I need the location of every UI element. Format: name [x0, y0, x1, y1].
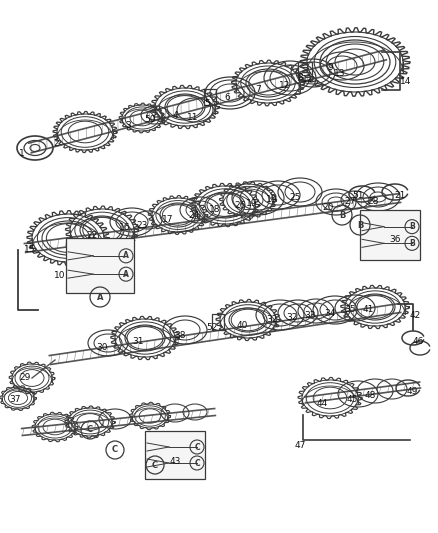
- Text: 1: 1: [19, 149, 25, 157]
- Text: 17: 17: [162, 215, 174, 224]
- Text: 52: 52: [206, 324, 218, 333]
- Text: 43: 43: [170, 457, 181, 466]
- Text: A: A: [123, 270, 129, 279]
- Text: C: C: [194, 458, 200, 467]
- Text: A: A: [123, 252, 129, 260]
- Text: 12: 12: [302, 76, 314, 85]
- Text: 47: 47: [294, 440, 306, 449]
- Text: 34: 34: [324, 309, 336, 318]
- Text: 11: 11: [187, 114, 199, 123]
- Text: 28: 28: [367, 198, 379, 206]
- Text: 35: 35: [344, 305, 356, 314]
- Text: 10: 10: [54, 271, 66, 279]
- Text: B: B: [409, 222, 415, 231]
- Bar: [204, 89, 216, 105]
- Text: 51: 51: [352, 191, 364, 200]
- Text: 2: 2: [53, 139, 59, 148]
- Bar: [212, 314, 224, 330]
- Text: B: B: [339, 211, 345, 220]
- Text: 50: 50: [144, 116, 156, 125]
- Text: 9: 9: [327, 63, 333, 72]
- Text: C: C: [87, 425, 93, 434]
- Text: 49: 49: [406, 387, 418, 397]
- Text: 44: 44: [316, 399, 328, 408]
- Text: C: C: [152, 461, 158, 470]
- Text: 19: 19: [246, 199, 258, 208]
- Text: 46: 46: [412, 337, 424, 346]
- Text: 31: 31: [132, 337, 144, 346]
- Text: 41: 41: [362, 305, 374, 314]
- Text: 48: 48: [364, 391, 376, 400]
- Bar: [360, 210, 420, 260]
- Text: 6: 6: [224, 93, 230, 102]
- Text: 22: 22: [86, 230, 98, 239]
- Text: 26: 26: [234, 200, 246, 209]
- Text: 8: 8: [297, 74, 303, 83]
- Text: 7: 7: [255, 85, 261, 94]
- Bar: [145, 431, 205, 479]
- Text: 24: 24: [188, 211, 200, 220]
- Text: 15: 15: [24, 246, 36, 254]
- Text: 32: 32: [266, 316, 278, 325]
- Text: 23: 23: [136, 221, 148, 230]
- Text: 21: 21: [394, 190, 406, 199]
- Bar: [66, 238, 134, 293]
- Text: A: A: [97, 293, 103, 302]
- Text: 14: 14: [400, 77, 412, 86]
- Text: 13: 13: [334, 69, 346, 77]
- Text: B: B: [409, 239, 415, 248]
- Text: B: B: [357, 221, 363, 230]
- Text: 27: 27: [344, 198, 356, 206]
- Text: 12: 12: [279, 80, 291, 90]
- Text: 38: 38: [174, 330, 186, 340]
- Text: 37: 37: [9, 395, 21, 405]
- Bar: [298, 62, 312, 80]
- Text: 45: 45: [346, 395, 358, 405]
- Text: 5: 5: [204, 99, 210, 108]
- Text: 29: 29: [19, 374, 31, 383]
- Text: 42: 42: [410, 311, 420, 319]
- Text: 40: 40: [237, 320, 247, 329]
- Text: 4: 4: [172, 110, 178, 119]
- Text: 3: 3: [125, 120, 131, 130]
- Text: 33: 33: [304, 311, 316, 319]
- Text: 18: 18: [209, 206, 221, 214]
- Text: 32: 32: [286, 313, 298, 322]
- Text: 16: 16: [119, 223, 131, 232]
- Text: 20: 20: [322, 204, 334, 213]
- Text: C: C: [112, 446, 118, 455]
- Text: 36: 36: [389, 236, 401, 245]
- Text: 19: 19: [266, 196, 278, 205]
- Text: 30: 30: [96, 343, 108, 352]
- Text: C: C: [194, 442, 200, 451]
- Text: 25: 25: [290, 192, 301, 201]
